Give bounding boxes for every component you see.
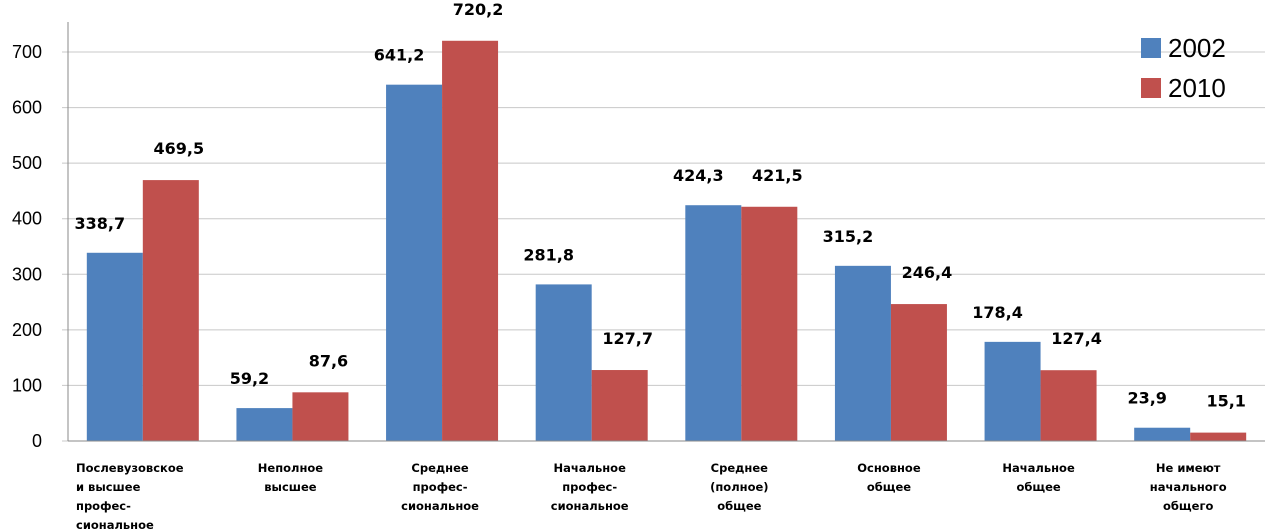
bar-2002 xyxy=(236,408,293,441)
data-label-2010: 246,4 xyxy=(902,263,953,282)
data-label-2010: 127,4 xyxy=(1051,329,1102,348)
data-label-2002: 424,3 xyxy=(673,166,724,185)
legend-swatch-2002 xyxy=(1141,38,1161,58)
x-tick-label: Основное общее xyxy=(857,461,921,494)
data-label-2010: 421,5 xyxy=(752,166,803,185)
y-tick-label: 0 xyxy=(32,431,42,451)
data-label-2002: 641,2 xyxy=(374,46,425,65)
bar-2010 xyxy=(591,370,648,441)
x-tick-label: Начальное общее xyxy=(1002,461,1075,494)
x-axis: Послевузовское и высшее профес-сиональное Н… xyxy=(68,440,1265,530)
y-tick-label: 400 xyxy=(12,209,42,229)
x-tick-label: Не имеют начального общего xyxy=(1150,461,1227,513)
x-tick-label: Среднее (полное) общее xyxy=(710,461,768,513)
bar-2002 xyxy=(386,84,443,442)
x-tick-label: Послевузовское и высшее профес-сиональное xyxy=(76,461,184,530)
bar-2002 xyxy=(834,265,891,441)
gridlines xyxy=(62,51,1265,442)
y-tick-label: 100 xyxy=(12,375,42,395)
bar-2002 xyxy=(86,252,143,441)
legend-swatch-2010 xyxy=(1141,78,1161,98)
bar-2010 xyxy=(442,40,499,442)
legend: 2002 2010 xyxy=(1141,33,1226,103)
data-label-2002: 338,7 xyxy=(75,214,126,233)
data-label-2010: 15,1 xyxy=(1206,392,1245,411)
y-axis: 0 100 200 300 400 500 600 700 xyxy=(12,22,69,451)
bar-2010 xyxy=(292,392,349,441)
data-labels: 338,7 469,5 59,2 87,6 641,2 720,2 281,8 127,7 42… xyxy=(75,0,1246,411)
bar-2002 xyxy=(1134,427,1191,441)
data-label-2002: 59,2 xyxy=(230,369,269,388)
bar-2002 xyxy=(535,284,592,441)
y-tick-label: 700 xyxy=(12,42,42,62)
bar-2010 xyxy=(890,304,947,441)
y-tick-label: 300 xyxy=(12,264,42,284)
data-label-2002: 178,4 xyxy=(972,303,1023,322)
x-tick-label: Среднее профес-сиональное xyxy=(401,461,479,513)
data-label-2010: 469,5 xyxy=(154,139,205,158)
bar-2002 xyxy=(984,341,1041,441)
data-label-2002: 315,2 xyxy=(823,227,874,246)
legend-label-2010: 2010 xyxy=(1168,73,1226,103)
data-label-2010: 87,6 xyxy=(309,351,348,370)
y-tick-label: 600 xyxy=(12,98,42,118)
y-tick-label: 500 xyxy=(12,153,42,173)
data-label-2002: 281,8 xyxy=(523,245,574,264)
x-tick-label: Начальное профес-сиональное xyxy=(551,461,629,513)
legend-label-2002: 2002 xyxy=(1168,33,1226,63)
bar-2002 xyxy=(685,205,742,441)
bar-2010 xyxy=(1190,432,1247,441)
bar-2010 xyxy=(741,206,798,441)
bars xyxy=(86,40,1247,442)
x-tick-label: Неполное высшее xyxy=(258,461,324,494)
data-label-2010: 720,2 xyxy=(453,0,504,19)
bar-2010 xyxy=(142,180,199,441)
data-label-2010: 127,7 xyxy=(602,329,653,348)
bar-2010 xyxy=(1040,370,1097,441)
y-tick-label: 200 xyxy=(12,320,42,340)
data-label-2002: 23,9 xyxy=(1127,389,1166,408)
